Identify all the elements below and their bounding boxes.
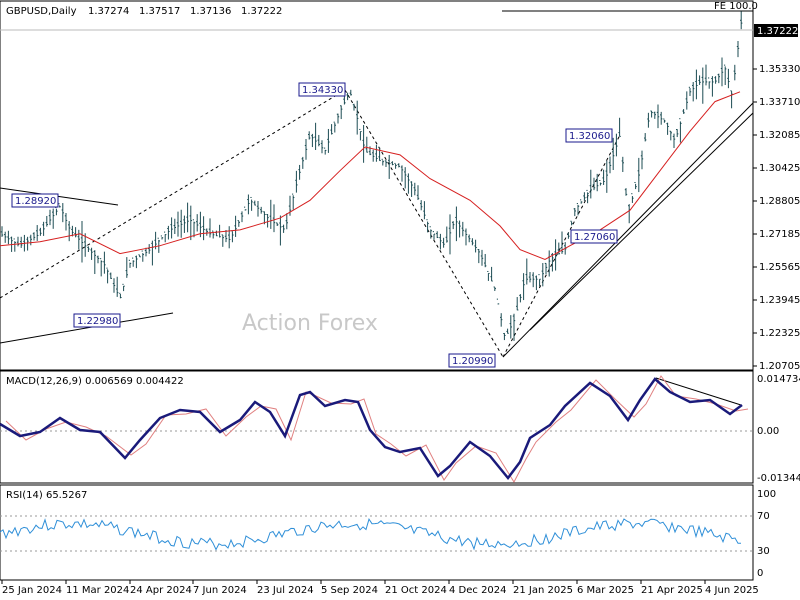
annotation-label: 1.22980 <box>73 313 121 328</box>
date-tick-label: 4 Jun 2025 <box>705 585 759 596</box>
annotation-label: 1.20990 <box>448 353 496 368</box>
annotation-label: 1.34330 <box>298 82 346 97</box>
fe-label: FE 100.0 <box>714 1 758 12</box>
date-tick-label: 21 Oct 2024 <box>385 585 447 596</box>
date-tick-label: 7 Jun 2024 <box>193 585 247 596</box>
price-panel-frame <box>0 0 754 371</box>
trendline-lower-left <box>0 312 174 344</box>
trendline-support <box>502 102 754 358</box>
annotation-text: 1.27060 <box>574 232 615 243</box>
ohlc-close: 1.37222 <box>241 6 282 17</box>
annotation-box <box>298 82 346 97</box>
price-tick-label: 1.32085 <box>759 130 800 141</box>
price-tick-label: 1.27185 <box>759 229 800 240</box>
annotation-label: 1.28920 <box>11 193 59 208</box>
rsi-tick-label: 0 <box>757 568 763 579</box>
annotation-text: 1.34330 <box>302 85 343 96</box>
ohlc-high: 1.37517 <box>139 6 180 17</box>
current-price-value: 1.37222 <box>757 26 798 37</box>
price-tick-label: 1.33710 <box>759 97 800 108</box>
price-panel-title: GBPUSD,Daily <box>6 6 77 17</box>
date-tick-label: 24 Apr 2024 <box>130 585 192 596</box>
annotation-box <box>11 193 59 208</box>
price-tick-label: 1.20705 <box>759 361 800 372</box>
rsi-axis-ticks: 100 70 30 0 <box>757 489 776 579</box>
rsi-tick-label: 100 <box>757 489 776 500</box>
date-tick-label: 21 Jan 2025 <box>513 585 573 596</box>
date-tick-label: 6 Mar 2025 <box>577 585 634 596</box>
rsi-panel-frame <box>0 484 754 581</box>
price-bars <box>0 11 743 341</box>
watermark: Action Forex <box>242 311 378 336</box>
rsi-panel-title: RSI(14) 65.5267 <box>6 490 87 501</box>
current-price-tag <box>754 24 798 37</box>
macd-line <box>0 377 743 481</box>
annotation-text: 1.28920 <box>15 196 56 207</box>
ohlc-open: 1.37274 <box>88 6 129 17</box>
macd-tick-label: 0.00 <box>757 426 779 437</box>
dashed-line-up <box>0 89 346 299</box>
annotation-box <box>448 353 496 368</box>
price-tick-label: 1.35330 <box>759 64 800 75</box>
price-tick-label: 1.23945 <box>759 295 800 306</box>
date-tick-label: 23 Jul 2024 <box>257 585 314 596</box>
macd-tick-label: -0.013442 <box>757 473 800 484</box>
macd-panel-title: MACD(12,26,9) 0.006569 0.004422 <box>6 376 184 387</box>
annotation-text: 1.22980 <box>77 316 118 327</box>
annotation-box <box>565 128 613 143</box>
trendline-upper-left <box>0 187 119 206</box>
macd-tick-label: 0.014734 <box>757 374 800 385</box>
price-tick-label: 1.25565 <box>759 262 800 273</box>
dashed-line-down <box>344 89 504 358</box>
date-tick-label: 4 Dec 2024 <box>449 585 507 596</box>
rsi-line <box>0 518 741 551</box>
price-axis-ticks: 1.35330 1.33710 1.32085 1.30425 1.28805 1.271… <box>753 64 800 372</box>
annotation-box <box>570 229 618 244</box>
annotation-text: 1.20990 <box>452 356 493 367</box>
annotation-text: 1.32060 <box>569 131 610 142</box>
date-tick-label: 11 Mar 2024 <box>66 585 129 596</box>
ohlc-low: 1.37136 <box>190 6 231 17</box>
date-tick-label: 25 Jan 2024 <box>2 585 62 596</box>
price-tick-label: 1.28805 <box>759 196 800 207</box>
trendline-channel <box>529 112 754 331</box>
price-tick-label: 1.22325 <box>759 328 800 339</box>
trend-lines <box>0 89 754 406</box>
annotation-box <box>73 313 121 328</box>
rsi-tick-label: 30 <box>757 546 770 557</box>
price-annotations: 1.28920 1.22980 1.34330 1.20990 1.32060 1.270… <box>11 82 618 368</box>
date-tick-label: 5 Sep 2024 <box>321 585 378 596</box>
macd-trendline <box>655 377 742 406</box>
macd-panel-frame <box>0 370 754 484</box>
annotation-label: 1.27060 <box>570 229 618 244</box>
moving-average-line <box>0 91 741 261</box>
macd-axis-ticks: 0.014734 0.00 -0.013442 <box>757 374 800 484</box>
rsi-tick-label: 70 <box>757 511 770 522</box>
date-tick-label: 21 Apr 2025 <box>641 585 703 596</box>
annotation-label: 1.32060 <box>565 128 613 143</box>
price-tick-label: 1.30425 <box>759 163 800 174</box>
date-axis-ticks: 25 Jan 2024 11 Mar 2024 24 Apr 2024 7 Jun 2… <box>1 580 759 596</box>
